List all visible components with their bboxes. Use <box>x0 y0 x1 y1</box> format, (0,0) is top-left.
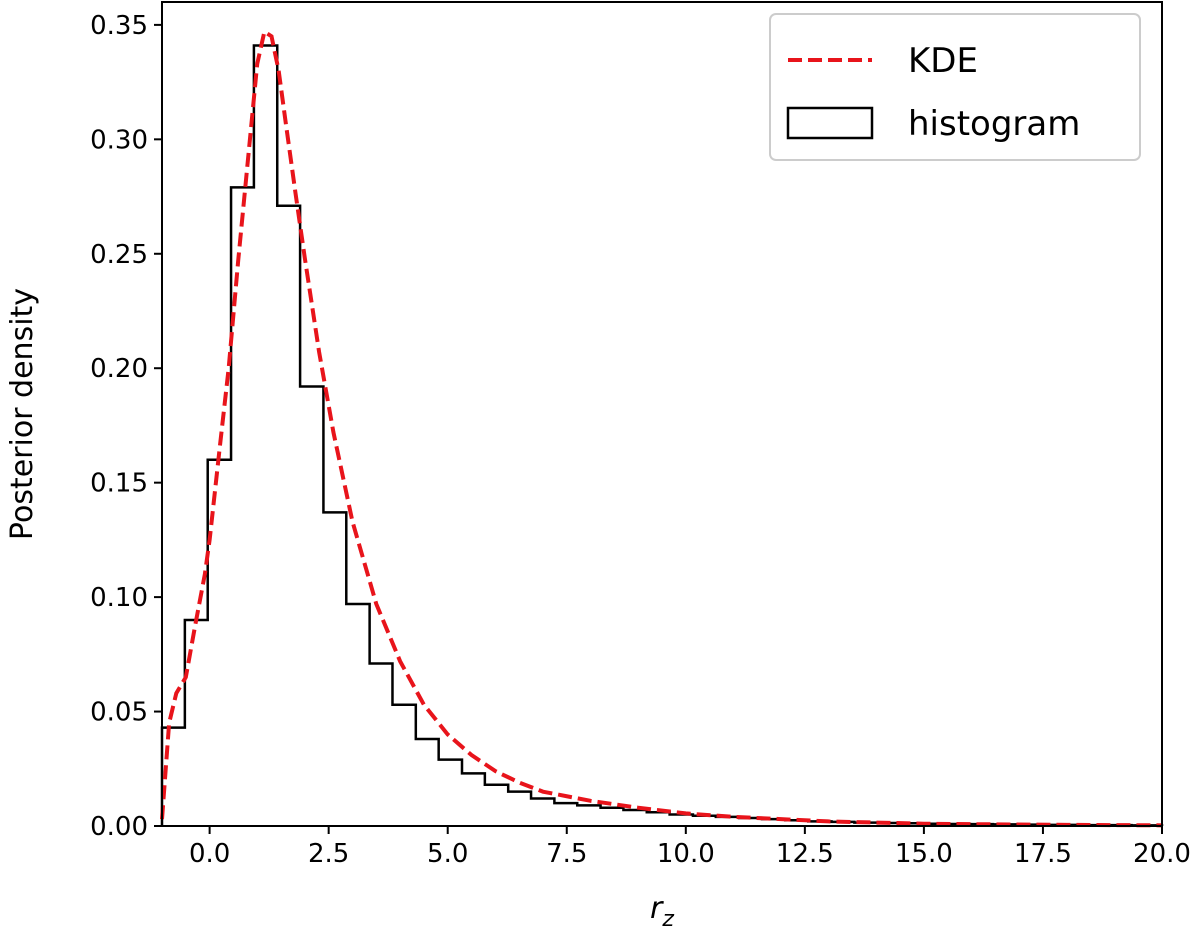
y-axis: 0.00 0.05 0.10 0.15 0.20 0.25 0.30 0.35 <box>90 11 162 842</box>
legend-kde-label: KDE <box>908 41 978 81</box>
plot-frame <box>161 1 1163 827</box>
y-tick-label: 0.15 <box>90 469 148 499</box>
y-tick-label: 0.00 <box>90 812 148 842</box>
y-tick-label: 0.35 <box>90 11 148 41</box>
kde-series <box>160 28 1163 828</box>
y-tick-label: 0.20 <box>90 354 148 384</box>
y-axis-label: Posterior density <box>5 288 40 540</box>
x-tick-label: 5.0 <box>427 839 468 869</box>
x-axis-label-main: r <box>650 891 664 926</box>
x-axis-label: rz <box>650 891 674 932</box>
x-axis-label-subscript: z <box>661 907 674 932</box>
histogram-series <box>160 44 1164 827</box>
y-tick-label: 0.10 <box>90 583 148 613</box>
x-tick-label: 12.5 <box>776 839 834 869</box>
x-tick-label: 2.5 <box>308 839 349 869</box>
x-axis: 0.0 2.5 5.0 7.5 10.0 12.5 15.0 17.5 20.0 <box>189 826 1191 869</box>
x-tick-label: 20.0 <box>1133 839 1191 869</box>
legend-box <box>769 13 1141 161</box>
y-tick-label: 0.30 <box>90 125 148 155</box>
x-tick-label: 10.0 <box>657 839 715 869</box>
legend: KDE histogram <box>769 13 1141 161</box>
x-tick-label: 7.5 <box>546 839 587 869</box>
plot-content <box>160 28 1164 828</box>
y-tick-label: 0.25 <box>90 240 148 270</box>
x-tick-label: 0.0 <box>189 839 230 869</box>
legend-histogram-swatch <box>786 106 874 140</box>
x-tick-label: 15.0 <box>895 839 953 869</box>
legend-histogram-label: histogram <box>908 104 1080 144</box>
y-tick-label: 0.05 <box>90 698 148 728</box>
x-tick-label: 17.5 <box>1014 839 1072 869</box>
